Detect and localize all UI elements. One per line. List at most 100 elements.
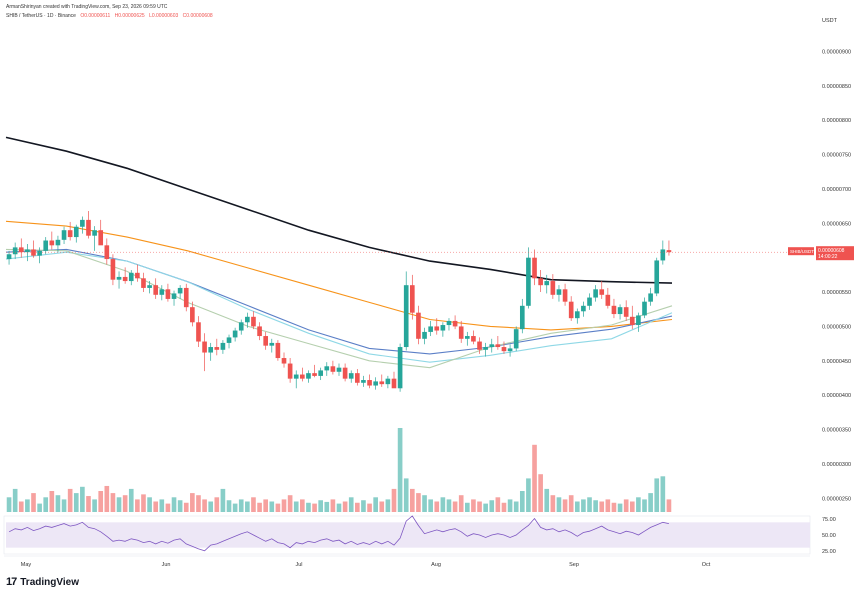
- volume-bar: [190, 493, 195, 512]
- candle: [367, 374, 372, 389]
- volume-bar: [147, 497, 152, 512]
- candle: [6, 250, 12, 265]
- volume-bar: [80, 486, 85, 512]
- price-axis[interactable]: 0.00000900 0.00000850 0.00000800 0.00000750…: [822, 49, 851, 502]
- candle: [31, 240, 36, 258]
- volume-bar: [489, 500, 495, 512]
- rsi-tick: 25.00: [822, 549, 836, 555]
- time-axis[interactable]: May Jun Jul Aug Sep Oct: [21, 562, 711, 568]
- candle: [507, 344, 513, 357]
- volume-bar: [92, 499, 97, 512]
- candle: [287, 358, 293, 383]
- candle: [330, 360, 336, 375]
- price-tick: 0.00000400: [822, 393, 851, 399]
- candle: [538, 270, 543, 293]
- price-tick: 0.00000250: [822, 496, 851, 502]
- time-tick: Aug: [431, 562, 441, 568]
- volume-bar: [532, 444, 537, 512]
- volume-bar: [202, 499, 207, 512]
- volume-bar: [183, 502, 189, 512]
- candle: [165, 283, 171, 302]
- volume-bar: [513, 501, 519, 512]
- candle: [183, 283, 189, 312]
- candle: [348, 370, 354, 383]
- volume-bar: [581, 499, 586, 512]
- symbol-label[interactable]: SHIB / TetherUS · 1D · Binance: [6, 13, 76, 19]
- rsi-indicator: [8, 515, 669, 552]
- candle: [55, 235, 61, 253]
- volume-bar: [416, 493, 421, 512]
- candle: [171, 290, 177, 306]
- volume-bar: [373, 497, 378, 512]
- candle: [153, 278, 159, 299]
- volume-bar: [61, 499, 67, 512]
- candle: [324, 362, 330, 376]
- candle: [80, 216, 85, 234]
- candle: [92, 226, 97, 251]
- candle: [73, 224, 79, 243]
- candle: [110, 254, 116, 286]
- open-value: O0.00000611: [80, 13, 111, 19]
- volume-bar: [245, 501, 250, 512]
- volume-bar: [263, 499, 269, 512]
- candle: [544, 274, 550, 294]
- volume-bar: [232, 503, 238, 512]
- candle: [397, 343, 403, 392]
- volume-bar: [355, 502, 360, 512]
- candle: [336, 363, 342, 376]
- volume-bar: [361, 500, 366, 512]
- volume-bar: [318, 500, 323, 512]
- volume-bar: [324, 501, 330, 512]
- volume-bar: [617, 503, 623, 512]
- candle: [373, 377, 378, 390]
- volume-bars: [6, 428, 672, 512]
- volume-bar: [568, 495, 574, 512]
- price-tick: 0.00000550: [822, 290, 851, 296]
- candle: [385, 375, 391, 389]
- volume-bar: [428, 499, 433, 512]
- volume-bar: [422, 495, 427, 512]
- candle: [275, 340, 281, 361]
- candle: [251, 311, 256, 330]
- volume-bar: [196, 495, 201, 512]
- candles: [6, 210, 672, 392]
- volume-bar: [67, 488, 73, 512]
- volume-bar: [648, 493, 653, 512]
- candle: [464, 331, 470, 346]
- candle: [293, 370, 299, 389]
- low-value: L0.00000603: [149, 13, 179, 19]
- candle: [190, 301, 195, 327]
- last-symbol: SHIB/USDT: [790, 249, 814, 254]
- candle: [587, 293, 592, 310]
- candle: [342, 363, 348, 382]
- volume-bar: [507, 499, 513, 512]
- volume-bar: [330, 499, 336, 512]
- candle: [141, 272, 146, 293]
- candle: [403, 271, 409, 351]
- candle: [25, 243, 30, 262]
- price-tick: 0.00000650: [822, 221, 851, 227]
- candle: [513, 326, 519, 352]
- volume-bar: [538, 474, 543, 512]
- candle: [86, 210, 91, 239]
- tv-logo-icon: 17: [6, 576, 17, 588]
- volume-bar: [587, 497, 592, 512]
- time-tick: Jun: [162, 562, 171, 568]
- candle: [428, 320, 433, 337]
- candle: [599, 281, 605, 299]
- volume-bar: [269, 501, 275, 512]
- candle: [568, 296, 574, 321]
- candle: [98, 219, 104, 246]
- volume-bar: [208, 501, 214, 512]
- price-tick: 0.00000450: [822, 359, 851, 365]
- volume-bar: [519, 491, 525, 512]
- time-tick: May: [21, 562, 32, 568]
- volume-bar: [300, 499, 305, 512]
- volume-bar: [403, 478, 409, 512]
- volume-bar: [25, 499, 30, 512]
- rsi-axis: 75.00 50.00 25.00: [822, 517, 836, 555]
- candle: [159, 285, 165, 301]
- candle: [666, 240, 672, 256]
